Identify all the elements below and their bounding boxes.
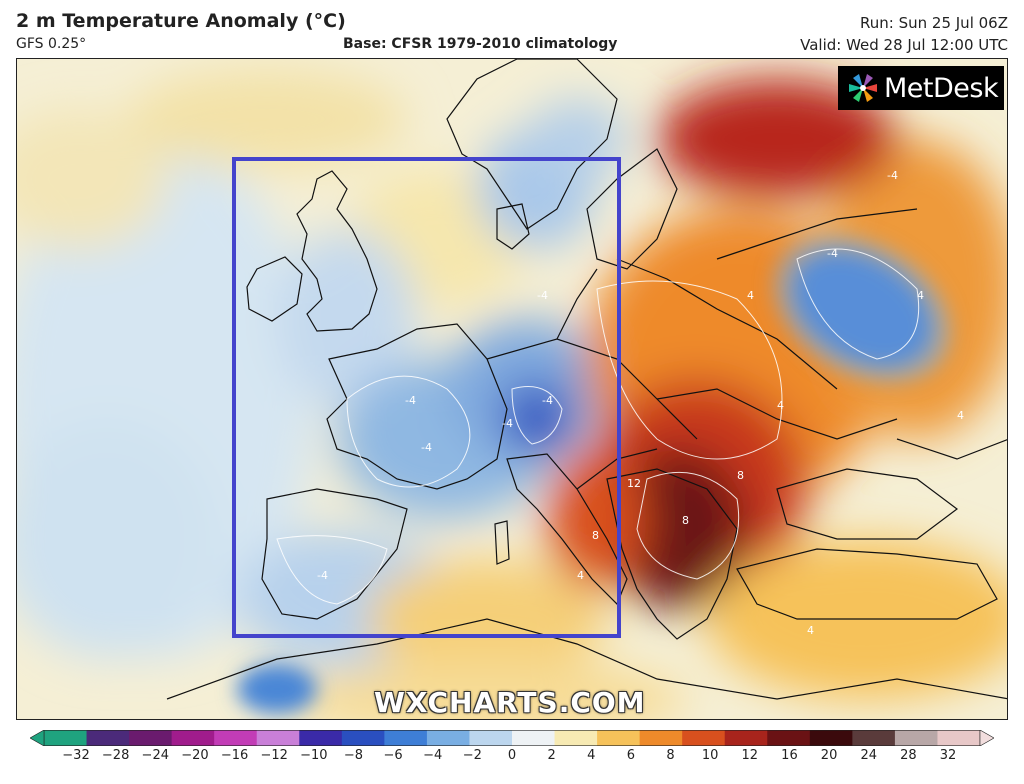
colorbar-segment: [809, 730, 853, 746]
contour-label: -4: [421, 441, 432, 454]
colorbar-segment: [554, 730, 598, 746]
colorbar-segment: [682, 730, 726, 746]
contour-label: -4: [827, 247, 838, 260]
colorbar-right-arrow: [979, 730, 994, 746]
colorbar-tick-label: −12: [260, 748, 288, 763]
colorbar-segment: [597, 730, 641, 746]
anomaly-contours: [276, 248, 920, 605]
colorbar-tick-label: 2: [547, 748, 556, 763]
metdesk-logo-icon: [849, 74, 877, 102]
colorbar-tick-label: 20: [820, 748, 838, 763]
contour-label-group: -4 -4 -4 -4 -4 -4 -4 4 4 4 4 8 8 8 12 4 …: [317, 169, 964, 637]
metdesk-logo: MetDesk: [838, 66, 1004, 110]
colorbar-tick-label: 8: [666, 748, 675, 763]
contour-label: -4: [542, 394, 553, 407]
contour-label: -4: [405, 394, 416, 407]
colorbar-tick-label: 6: [626, 748, 636, 763]
contour-label: 12: [627, 477, 641, 490]
contour-label: 8: [682, 514, 689, 527]
anomaly-map-canvas: -4 -4 -4 -4 -4 -4 -4 4 4 4 4 8 8 8 12 4 …: [17, 59, 1007, 719]
colorbar-tick-label: −2: [462, 748, 482, 763]
colorbar-segment: [384, 730, 428, 746]
colorbar-tick-label: −6: [383, 748, 403, 763]
colorbar-segments: [43, 730, 981, 746]
colorbar-tick-label: 4: [587, 748, 596, 763]
contour-label: 4: [807, 624, 814, 637]
valid-time-label: Valid: Wed 28 Jul 12:00 UTC: [800, 36, 1008, 54]
model-label: GFS 0.25°: [16, 36, 87, 52]
colorbar-tick-label: 32: [939, 748, 957, 763]
contour-label: 4: [957, 409, 964, 422]
colorbar-tick-label: 24: [860, 748, 877, 763]
run-time-label: Run: Sun 25 Jul 06Z: [860, 14, 1008, 32]
anomaly-map: -4 -4 -4 -4 -4 -4 -4 4 4 4 4 8 8 8 12 4 …: [16, 58, 1008, 720]
colorbar-segment: [512, 730, 556, 746]
contour-label: 4: [777, 399, 784, 412]
colorbar-tick-label: −8: [343, 748, 364, 763]
colorbar-segment: [639, 730, 683, 746]
colorbar-segment: [469, 730, 513, 746]
colorbar-left-arrow: [30, 730, 45, 746]
contour-label: 4: [577, 569, 584, 582]
highlight-box: [232, 157, 621, 638]
colorbar-segment: [86, 730, 130, 746]
colorbar-tick-label: −10: [300, 748, 328, 763]
base-climatology-label: Base: CFSR 1979-2010 climatology: [343, 36, 618, 52]
chart-title: 2 m Temperature Anomaly (°C): [16, 10, 346, 32]
colorbar-tick-label: 28: [900, 748, 917, 763]
colorbar-segment: [341, 730, 385, 746]
colorbar-segment: [937, 730, 981, 746]
contour-label: -4: [502, 417, 513, 430]
metdesk-logo-text: MetDesk: [884, 72, 999, 104]
colorbar-tick-label: −32: [62, 748, 90, 763]
colorbar-tick-label: −16: [220, 748, 249, 763]
colorbar-tick-label: −28: [101, 748, 130, 763]
contour-label: 4: [747, 289, 754, 302]
contour-label: -4: [537, 289, 548, 302]
colorbar-segment: [44, 730, 88, 746]
colorbar-segment: [129, 730, 173, 746]
colorbar-segment: [852, 730, 896, 746]
colorbar-segment: [724, 730, 768, 746]
contour-label: -4: [887, 169, 898, 182]
colorbar-ticks: −32 −28 −24 −20 −16 −12 −10 −8 −6 −4 −2 0 2 4 6 8 10 12 16…: [30, 748, 994, 768]
colorbar-segment: [299, 730, 343, 746]
contour-label: 8: [737, 469, 744, 482]
colorbar-tick-label: −4: [423, 748, 443, 763]
contour-label: 4: [917, 289, 924, 302]
contour-label: -4: [317, 569, 328, 582]
colorbar-tick-label: 0: [507, 748, 517, 763]
colorbar-segment: [767, 730, 811, 746]
colorbar-tick-label: −20: [181, 748, 209, 763]
colorbar-tick-label: 16: [781, 748, 798, 763]
wxcharts-watermark: WXCHARTS.COM: [374, 686, 646, 719]
colorbar-segment: [426, 730, 470, 746]
colorbar-segment: [214, 730, 258, 746]
colorbar: [30, 730, 994, 746]
colorbar-tick-label: 12: [741, 748, 759, 763]
colorbar-segment: [894, 730, 938, 746]
contour-label: 8: [592, 529, 599, 542]
colorbar-tick-label: −24: [141, 748, 169, 763]
colorbar-segment: [171, 730, 215, 746]
colorbar-tick-label: 10: [701, 748, 719, 763]
colorbar-segment: [256, 730, 300, 746]
